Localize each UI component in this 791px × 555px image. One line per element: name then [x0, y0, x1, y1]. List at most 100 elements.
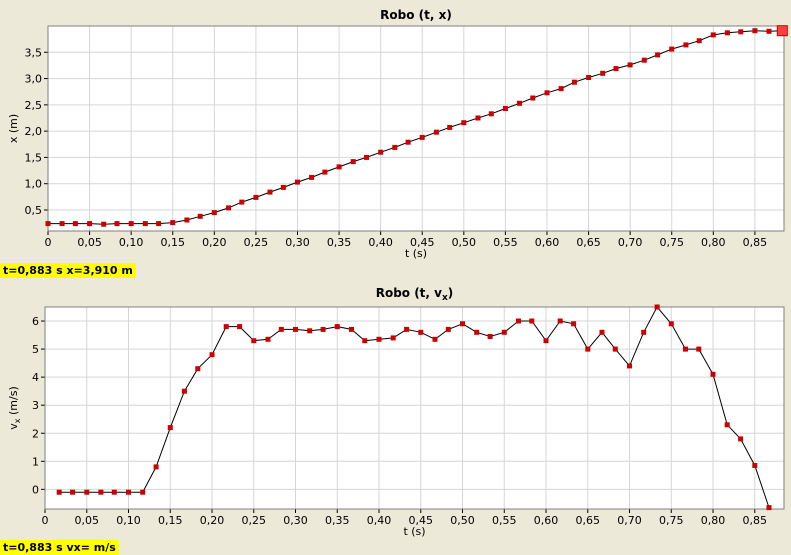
data-point[interactable]	[226, 205, 231, 211]
data-point[interactable]	[364, 154, 369, 160]
data-point[interactable]	[669, 46, 675, 52]
data-point[interactable]	[98, 489, 104, 495]
data-point[interactable]	[529, 318, 535, 324]
data-point[interactable]	[181, 388, 187, 394]
data-point[interactable]	[418, 329, 424, 335]
data-point[interactable]	[516, 318, 521, 324]
data-point[interactable]	[517, 100, 522, 106]
data-point[interactable]	[683, 42, 689, 48]
data-point[interactable]	[461, 120, 467, 126]
data-point[interactable]	[766, 505, 772, 511]
data-point[interactable]	[126, 489, 131, 495]
data-point[interactable]	[251, 338, 257, 344]
data-point[interactable]	[128, 221, 134, 227]
data-point[interactable]	[488, 111, 494, 117]
data-point[interactable]	[350, 159, 356, 165]
data-point[interactable]	[766, 28, 772, 34]
data-point[interactable]	[45, 221, 51, 227]
data-point[interactable]	[738, 29, 744, 35]
data-point[interactable]	[59, 221, 65, 227]
data-point[interactable]	[72, 221, 78, 227]
data-point[interactable]	[70, 489, 76, 495]
data-point[interactable]	[87, 221, 93, 227]
data-point[interactable]	[237, 324, 243, 330]
data-point[interactable]	[170, 220, 176, 226]
data-point[interactable]	[571, 321, 577, 327]
data-point[interactable]	[405, 139, 411, 145]
data-point[interactable]	[376, 336, 382, 342]
data-point[interactable]	[101, 221, 107, 227]
data-point[interactable]	[309, 174, 315, 180]
data-point[interactable]	[267, 189, 273, 195]
data-point[interactable]	[362, 338, 368, 344]
data-point[interactable]	[696, 346, 702, 352]
selected-point-marker[interactable]	[776, 25, 788, 37]
data-point[interactable]	[295, 179, 300, 185]
data-point[interactable]	[544, 90, 550, 96]
data-point[interactable]	[239, 199, 245, 205]
data-point[interactable]	[530, 95, 536, 101]
data-point[interactable]	[153, 464, 159, 470]
data-point[interactable]	[654, 304, 660, 310]
data-point[interactable]	[613, 66, 619, 72]
data-point[interactable]	[184, 217, 190, 223]
data-point[interactable]	[696, 38, 702, 44]
data-point[interactable]	[56, 489, 62, 495]
data-point[interactable]	[419, 134, 425, 140]
data-point[interactable]	[724, 422, 730, 428]
data-point[interactable]	[738, 436, 744, 442]
data-point[interactable]	[724, 30, 730, 36]
data-point[interactable]	[378, 149, 384, 155]
data-point[interactable]	[334, 324, 340, 330]
data-point[interactable]	[253, 194, 259, 200]
data-point[interactable]	[209, 352, 215, 358]
data-point[interactable]	[710, 32, 716, 38]
data-point[interactable]	[683, 346, 688, 352]
data-point[interactable]	[195, 366, 201, 372]
data-point[interactable]	[600, 70, 606, 76]
data-point[interactable]	[322, 169, 328, 175]
data-point[interactable]	[293, 326, 298, 332]
data-point[interactable]	[156, 221, 162, 227]
data-point[interactable]	[752, 28, 758, 34]
data-point[interactable]	[641, 329, 647, 335]
data-point[interactable]	[710, 371, 716, 377]
data-point[interactable]	[433, 129, 439, 135]
data-point[interactable]	[585, 346, 591, 352]
data-point[interactable]	[627, 62, 633, 68]
data-point[interactable]	[278, 326, 284, 332]
data-point[interactable]	[265, 336, 271, 342]
data-point[interactable]	[460, 321, 465, 327]
data-point[interactable]	[655, 52, 661, 58]
data-point[interactable]	[668, 321, 674, 327]
data-point[interactable]	[752, 463, 758, 468]
data-point[interactable]	[223, 324, 229, 330]
data-point[interactable]	[502, 106, 508, 111]
data-point[interactable]	[197, 213, 203, 219]
data-point[interactable]	[543, 338, 549, 344]
data-point[interactable]	[404, 326, 410, 332]
data-point[interactable]	[84, 489, 90, 495]
data-point[interactable]	[432, 336, 438, 342]
data-point[interactable]	[320, 326, 326, 332]
data-point[interactable]	[475, 115, 481, 121]
data-point[interactable]	[641, 57, 647, 63]
data-point[interactable]	[349, 326, 354, 332]
data-point[interactable]	[390, 335, 396, 341]
data-point[interactable]	[487, 334, 493, 339]
data-point[interactable]	[599, 329, 605, 335]
data-point[interactable]	[501, 329, 507, 335]
data-point[interactable]	[307, 328, 313, 334]
data-point[interactable]	[211, 210, 217, 216]
data-point[interactable]	[142, 221, 148, 227]
data-point[interactable]	[586, 75, 592, 80]
data-point[interactable]	[445, 326, 451, 332]
data-point[interactable]	[571, 79, 577, 85]
data-point[interactable]	[612, 346, 618, 352]
data-point[interactable]	[336, 164, 342, 170]
data-point[interactable]	[167, 425, 173, 431]
data-point[interactable]	[627, 363, 632, 369]
data-point[interactable]	[557, 318, 563, 324]
data-point[interactable]	[140, 489, 146, 495]
data-point[interactable]	[392, 144, 398, 150]
